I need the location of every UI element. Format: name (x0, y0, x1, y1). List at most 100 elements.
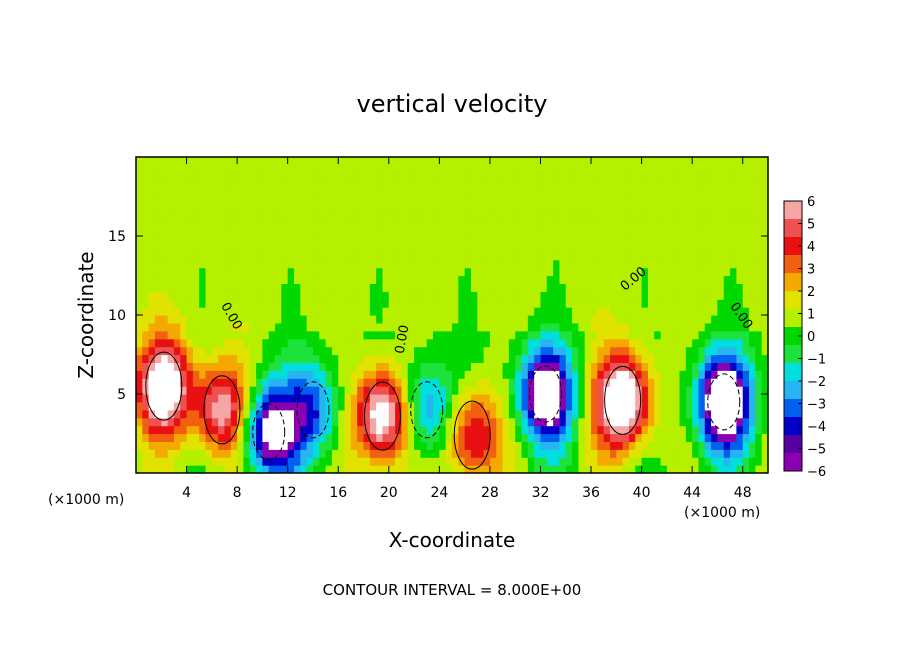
field-cell (275, 188, 282, 198)
field-cell (711, 354, 719, 363)
field-cell (711, 315, 719, 324)
field-cell (521, 283, 529, 292)
field-cell (439, 172, 447, 182)
field-cell (249, 354, 257, 363)
field-cell (262, 378, 270, 387)
field-cell (237, 449, 245, 458)
field-cell (477, 172, 485, 182)
field-cell (749, 157, 756, 166)
field-cell (477, 267, 485, 277)
field-cell (287, 425, 295, 435)
field-cell (692, 322, 700, 332)
field-cell (711, 370, 719, 379)
field-cell (136, 378, 143, 387)
field-cell (148, 346, 156, 356)
field-cell (641, 433, 649, 442)
field-cell (256, 457, 263, 466)
field-cell (230, 425, 238, 435)
field-cell (616, 433, 624, 442)
field-cell (584, 251, 592, 261)
field-cell (325, 180, 333, 190)
field-cell (730, 330, 737, 340)
field-cell (723, 401, 731, 411)
field-cell (749, 354, 756, 363)
field-cell (243, 354, 251, 363)
field-cell (578, 164, 586, 174)
field-cell (395, 236, 403, 245)
field-cell (515, 196, 523, 205)
field-cell (534, 196, 542, 205)
field-cell (755, 228, 763, 237)
field-cell (407, 291, 415, 300)
field-cell (464, 330, 472, 340)
field-cell (546, 330, 554, 340)
field-cell (154, 441, 162, 450)
field-cell (470, 180, 478, 190)
field-cell (660, 164, 668, 174)
field-cell (464, 172, 472, 182)
field-cell (755, 433, 763, 442)
field-cell (325, 228, 333, 237)
field-cell (685, 307, 693, 316)
field-cell (294, 299, 301, 308)
field-cell (401, 212, 409, 221)
field-cell (256, 362, 263, 371)
field-cell (597, 338, 605, 348)
field-cell (312, 157, 320, 166)
field-cell (401, 251, 409, 261)
field-cell (755, 457, 763, 466)
field-cell (578, 172, 586, 182)
field-cell (673, 243, 681, 253)
field-cell (736, 362, 744, 371)
field-cell (452, 157, 459, 166)
field-cell (275, 228, 282, 237)
field-cell (350, 330, 358, 340)
field-cell (256, 307, 263, 316)
field-cell (591, 354, 598, 363)
field-cell (616, 378, 624, 387)
field-cell (173, 236, 181, 245)
field-cell (268, 394, 276, 403)
field-cell (591, 362, 598, 371)
field-cell (344, 401, 352, 411)
field-cell (527, 291, 535, 300)
field-cell (357, 291, 365, 300)
field-cell (167, 465, 175, 473)
field-cell (477, 196, 485, 205)
field-cell (445, 354, 453, 363)
field-cell (319, 449, 327, 458)
field-cell (369, 220, 377, 229)
field-cell (180, 236, 188, 245)
field-cell (205, 267, 213, 277)
field-cell (742, 394, 750, 403)
field-cell (433, 267, 440, 277)
field-cell (616, 243, 624, 253)
field-cell (306, 346, 314, 356)
field-cell (515, 212, 523, 221)
downdraft-contour (410, 381, 444, 439)
field-cell (281, 251, 289, 261)
field-cell (723, 299, 731, 308)
field-cell (622, 243, 630, 253)
field-cell (565, 188, 573, 198)
field-cell (742, 417, 750, 427)
field-cell (527, 267, 535, 277)
field-cell (540, 164, 548, 174)
colorbar-swatch (784, 309, 802, 328)
field-cell (698, 220, 706, 229)
field-cell (262, 267, 270, 277)
field-cell (553, 338, 561, 348)
field-cell (237, 220, 245, 229)
field-cell (452, 275, 459, 284)
field-cell (281, 180, 289, 190)
field-cell (508, 307, 516, 316)
field-cell (218, 275, 226, 284)
field-cell (578, 362, 586, 371)
field-cell (572, 370, 579, 379)
field-cell (445, 196, 453, 205)
field-cell (433, 338, 440, 348)
field-cell (736, 228, 744, 237)
field-cell (660, 322, 668, 332)
field-cell (749, 172, 756, 182)
field-cell (148, 259, 156, 269)
